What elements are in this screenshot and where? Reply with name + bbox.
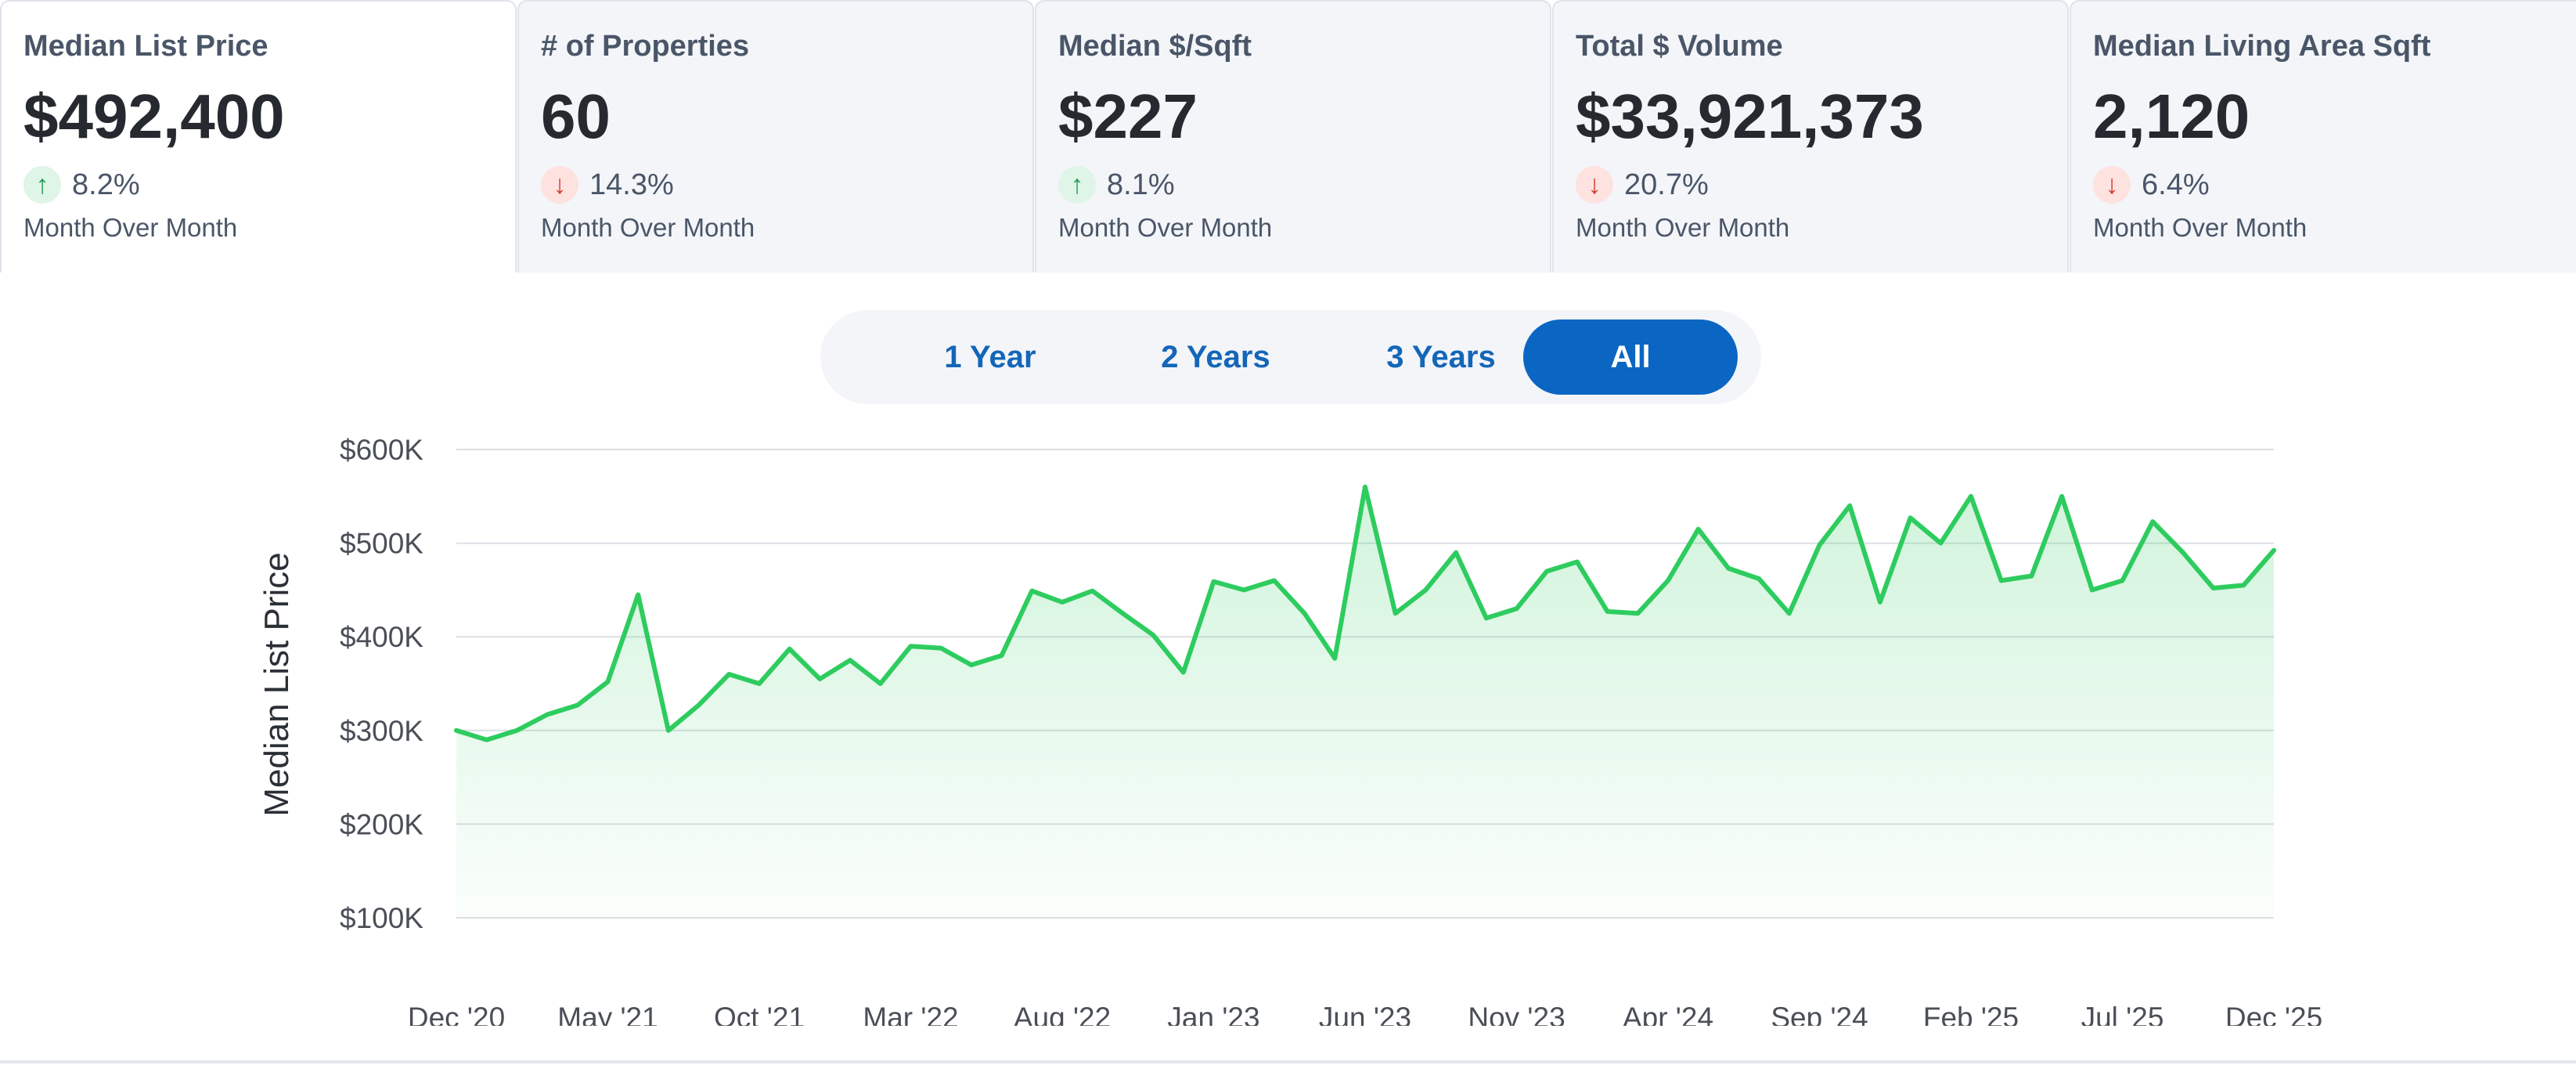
card-change: ↓ 20.7%	[1576, 166, 2067, 204]
card-title: Median List Price	[23, 30, 268, 63]
card-value: $492,400	[23, 81, 285, 151]
metric-card-properties[interactable]: # of Properties 60 ↓ 14.3% Month Over Mo…	[517, 0, 1034, 273]
arrow-down-icon: ↓	[2093, 166, 2131, 204]
x-tick-label: May '21	[557, 1002, 658, 1026]
change-period: Month Over Month	[1576, 213, 1790, 242]
area-fill	[456, 486, 2274, 918]
card-change: ↓ 14.3%	[541, 166, 1032, 204]
card-value: 60	[541, 81, 611, 151]
metric-card-median-price-per-sqft[interactable]: Median $/Sqft $227 ↑ 8.1% Month Over Mon…	[1035, 0, 1551, 273]
y-tick-label: $500K	[340, 528, 423, 560]
range-3-years-button[interactable]: 3 Years	[1386, 339, 1496, 374]
card-title: Median $/Sqft	[1058, 30, 1252, 63]
x-tick-label: Apr '24	[1623, 1002, 1713, 1026]
y-tick-label: $100K	[340, 902, 423, 934]
metric-card-median-list-price[interactable]: Median List Price $492,400 ↑ 8.2% Month …	[0, 0, 517, 273]
change-percent: 20.7%	[1624, 168, 1709, 201]
metric-card-total-volume[interactable]: Total $ Volume $33,921,373 ↓ 20.7% Month…	[1552, 0, 2069, 273]
metric-cards: Median List Price $492,400 ↑ 8.2% Month …	[0, 0, 2576, 273]
time-range-selector: 1 Year 2 Years 3 Years All	[820, 310, 1761, 404]
change-period: Month Over Month	[23, 213, 238, 242]
y-axis-ticks: $100K $200K $300K $400K $500K $600K	[340, 434, 423, 934]
x-tick-label: Dec '25	[2225, 1002, 2322, 1026]
card-title: # of Properties	[541, 30, 750, 63]
change-period: Month Over Month	[541, 213, 755, 242]
x-tick-label: Jun '23	[1319, 1002, 1411, 1026]
y-axis-label: Median List Price	[258, 552, 296, 816]
y-tick-label: $200K	[340, 808, 423, 840]
arrow-up-icon: ↑	[23, 166, 61, 204]
y-tick-label: $300K	[340, 715, 423, 747]
range-all-button[interactable]: All	[1523, 320, 1738, 395]
arrow-down-icon: ↓	[1576, 166, 1613, 204]
x-tick-label: Mar '22	[863, 1002, 958, 1026]
x-tick-label: Sep '24	[1771, 1002, 1868, 1026]
y-tick-label: $400K	[340, 621, 423, 653]
card-value: $227	[1058, 81, 1198, 151]
metric-card-median-living-area[interactable]: Median Living Area Sqft 2,120 ↓ 6.4% Mon…	[2070, 0, 2576, 273]
change-period: Month Over Month	[2093, 213, 2308, 242]
card-change: ↑ 8.1%	[1058, 166, 1550, 204]
x-tick-label: Oct '21	[714, 1002, 805, 1026]
change-percent: 8.2%	[72, 168, 140, 201]
median-list-price-chart: $100K $200K $300K $400K $500K $600K Dec '20 Ma…	[258, 434, 2322, 1026]
bottom-divider	[0, 1060, 2576, 1063]
x-tick-label: Jul '25	[2081, 1002, 2164, 1026]
card-value: $33,921,373	[1576, 81, 1924, 151]
x-tick-label: Dec '20	[408, 1002, 505, 1026]
x-tick-label: Feb '25	[1923, 1002, 2019, 1026]
card-change: ↑ 8.2%	[23, 166, 515, 204]
range-2-years-button[interactable]: 2 Years	[1161, 339, 1270, 374]
arrow-up-icon: ↑	[1058, 166, 1096, 204]
y-tick-label: $600K	[340, 434, 423, 466]
arrow-down-icon: ↓	[541, 166, 578, 204]
card-title: Total $ Volume	[1576, 30, 1783, 63]
change-period: Month Over Month	[1058, 213, 1273, 242]
x-axis-ticks: Dec '20 May '21 Oct '21 Mar '22 Aug '22 Jan '…	[408, 1002, 2322, 1026]
card-value: 2,120	[2093, 81, 2250, 151]
range-1-year-button[interactable]: 1 Year	[944, 339, 1036, 374]
x-tick-label: Aug '22	[1014, 1002, 1111, 1026]
change-percent: 6.4%	[2142, 168, 2210, 201]
card-change: ↓ 6.4%	[2093, 166, 2576, 204]
x-tick-label: Jan '23	[1167, 1002, 1259, 1026]
change-percent: 14.3%	[589, 168, 674, 201]
series-line	[454, 484, 2276, 742]
x-tick-label: Nov '23	[1468, 1002, 1565, 1026]
change-percent: 8.1%	[1107, 168, 1175, 201]
card-title: Median Living Area Sqft	[2093, 30, 2431, 63]
